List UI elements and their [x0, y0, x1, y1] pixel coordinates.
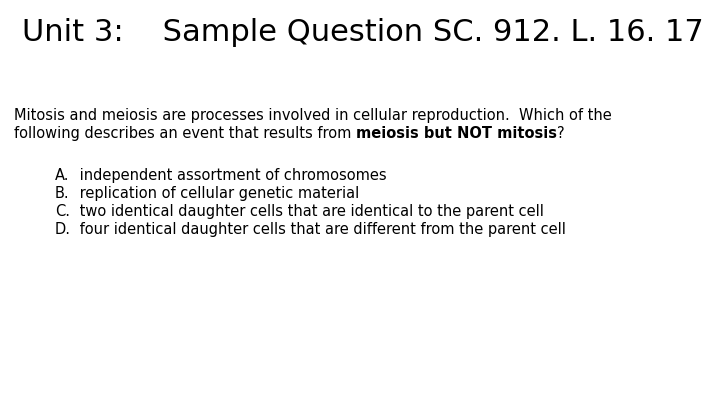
- Text: A.: A.: [55, 168, 70, 183]
- Text: ?: ?: [557, 126, 564, 141]
- Text: Mitosis and meiosis are processes involved in cellular reproduction.  Which of t: Mitosis and meiosis are processes involv…: [14, 108, 612, 123]
- Text: C.: C.: [55, 204, 70, 219]
- Text: following describes an event that results from: following describes an event that result…: [14, 126, 356, 141]
- Text: B.: B.: [55, 186, 70, 201]
- Text: four identical daughter cells that are different from the parent cell: four identical daughter cells that are d…: [75, 222, 566, 237]
- Text: Unit 3:    Sample Question SC. 912. L. 16. 17: Unit 3: Sample Question SC. 912. L. 16. …: [22, 18, 703, 47]
- Text: independent assortment of chromosomes: independent assortment of chromosomes: [75, 168, 387, 183]
- Text: D.: D.: [55, 222, 71, 237]
- Text: meiosis but NOT mitosis: meiosis but NOT mitosis: [356, 126, 557, 141]
- Text: replication of cellular genetic material: replication of cellular genetic material: [75, 186, 359, 201]
- Text: two identical daughter cells that are identical to the parent cell: two identical daughter cells that are id…: [75, 204, 544, 219]
